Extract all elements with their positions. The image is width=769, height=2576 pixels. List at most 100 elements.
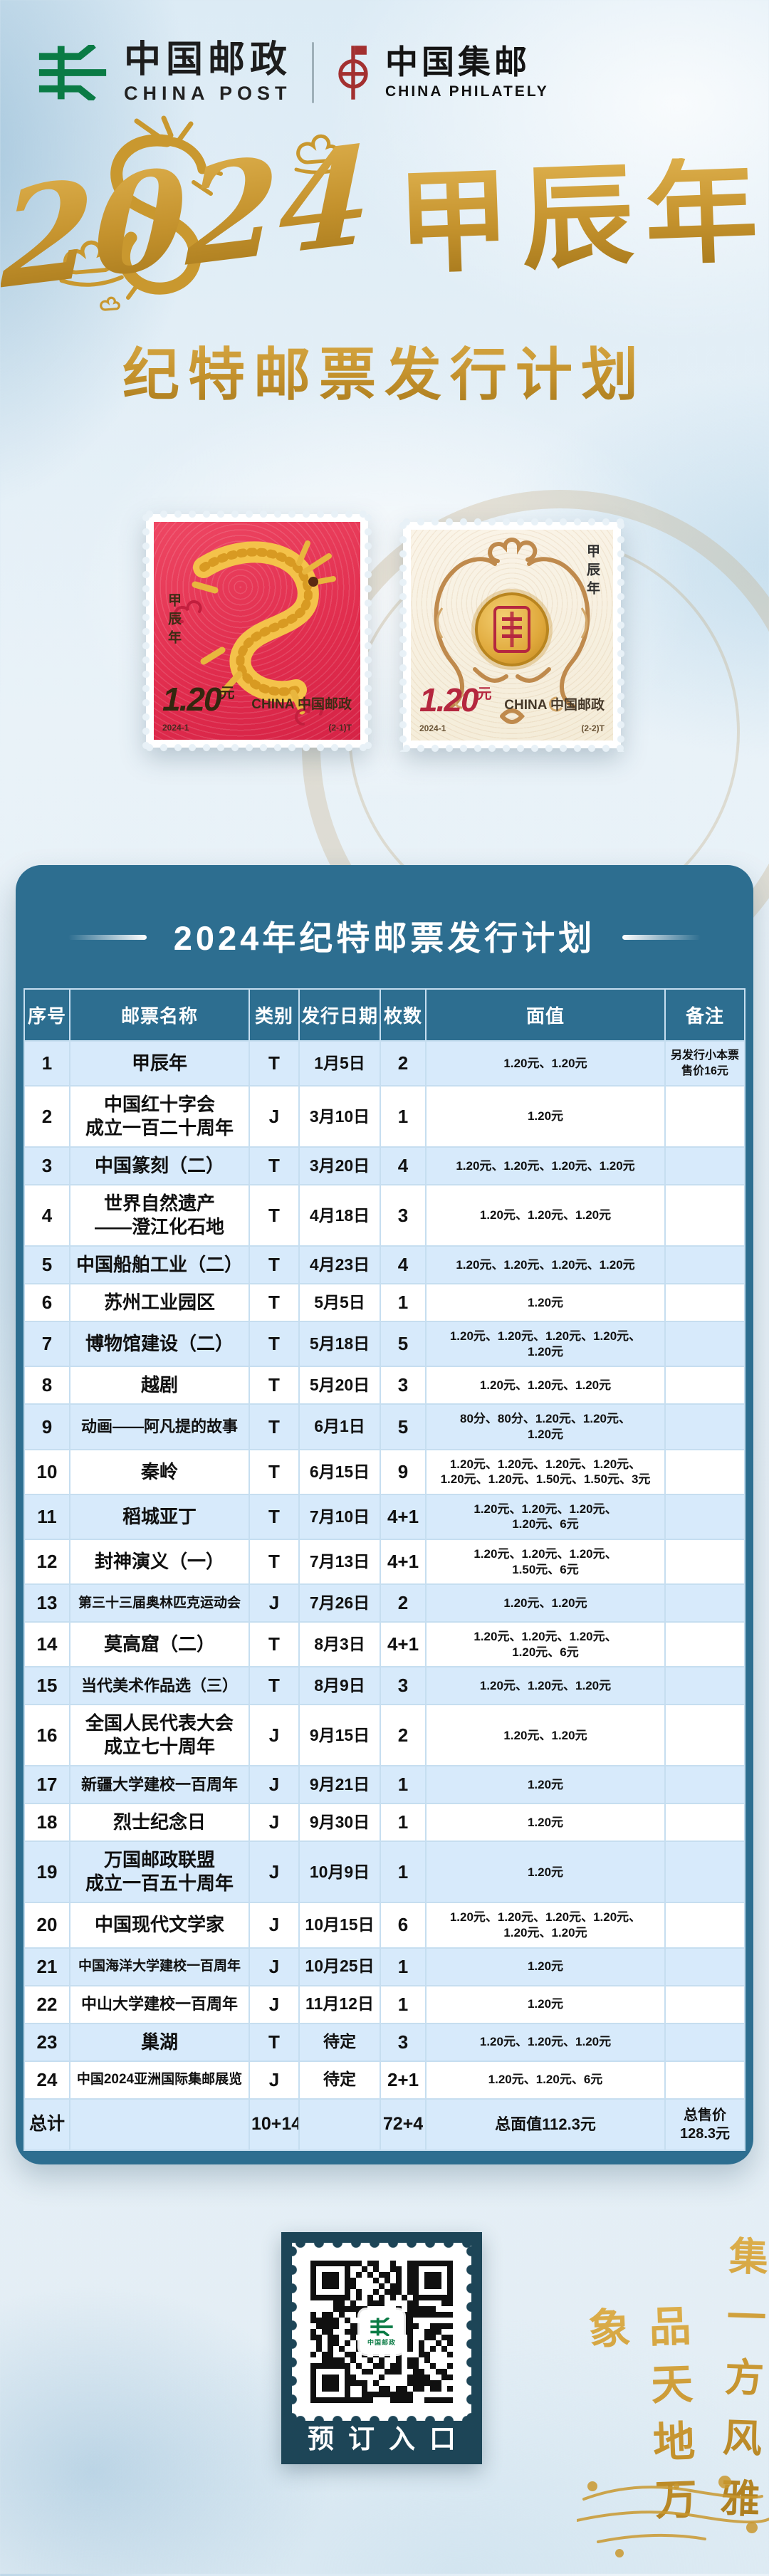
- table-cell: 中国2024亚洲国际集邮展览: [69, 2060, 250, 2100]
- table-cell: [664, 1538, 746, 1586]
- table-cell: 72+4: [380, 2098, 427, 2151]
- table-cell: 1.20元、1.20元、1.20元、1.20元: [425, 1245, 666, 1285]
- table-row: 21 中国海洋大学建校一百周年 J 10月25日 1 1.20元: [23, 1947, 746, 1986]
- table-row: 5 中国船舶工业（二） T 4月23日 4 1.20元、1.20元、1.20元、1.20元: [23, 1245, 746, 1285]
- table-row: 15 当代美术作品选（三） T 8月9日 3 1.20元、1.20元、1.20元: [23, 1666, 746, 1706]
- table-cell: 10月15日: [298, 1902, 381, 1949]
- table-cell: 9月15日: [298, 1704, 381, 1767]
- stamp-country: CHINA 中国邮政: [251, 697, 352, 712]
- table-cell: [664, 1146, 746, 1186]
- table-cell: 中山大学建校一百周年: [69, 1984, 250, 2024]
- table-cell: 待定: [298, 2022, 381, 2062]
- table-cell: 4: [380, 1146, 427, 1186]
- table-row: 3 中国篆刻（二） T 3月20日 4 1.20元、1.20元、1.20元、1.20元: [23, 1146, 746, 1186]
- table-cell: J: [249, 1803, 300, 1843]
- stamp-series: 2024-1: [419, 723, 446, 733]
- table-cell: [664, 1583, 746, 1623]
- table-cell: 2: [23, 1085, 70, 1148]
- table-cell: J: [249, 1947, 300, 1986]
- table-cell: 中国篆刻（二）: [69, 1146, 250, 1186]
- table-cell: 13: [23, 1583, 70, 1623]
- table-cell: 9: [23, 1403, 70, 1450]
- table-cell: 1.20元: [425, 1765, 666, 1805]
- logo-divider: [312, 42, 315, 103]
- stamp-value-unit: 元: [477, 686, 492, 702]
- table-cell: 1.20元、1.20元、1.20元: [425, 1666, 666, 1706]
- table-cell: [664, 1765, 746, 1805]
- table-row: 12 封神演义（一） T 7月13日 4+1 1.20元、1.20元、1.20元、 1.5…: [23, 1538, 746, 1586]
- column-header-3: 发行日期: [298, 988, 381, 1042]
- stamp-index: (2-1)T: [328, 723, 352, 733]
- column-header-4: 枚数: [380, 988, 427, 1042]
- table-row: 18 烈士纪念日 J 9月30日 1 1.20元: [23, 1803, 746, 1843]
- china-philately-emblem-icon: [338, 46, 368, 100]
- stamp-index: (2-2)T: [581, 723, 605, 733]
- table-cell: 10+14: [249, 2098, 300, 2151]
- table-row: 17 新疆大学建校一百周年 J 9月21日 1 1.20元: [23, 1765, 746, 1805]
- china-post-emblem-icon: [38, 45, 107, 100]
- table-cell: 3: [380, 2022, 427, 2062]
- table-cell: J: [249, 1704, 300, 1767]
- table-cell: 20: [23, 1902, 70, 1949]
- stamp-value: 1.20: [419, 681, 479, 718]
- table-cell: 7月10日: [298, 1493, 381, 1540]
- table-cell: 1.20元、1.20元: [425, 1583, 666, 1623]
- table-cell: T: [249, 1184, 300, 1247]
- table-cell: 全国人民代表大会 成立七十周年: [69, 1704, 250, 1767]
- booking-entrance-block[interactable]: 中国邮政 预订入口: [281, 2232, 482, 2464]
- stamp-era-mark: 甲辰年: [585, 544, 600, 600]
- table-cell: T: [249, 1448, 300, 1495]
- qr-code[interactable]: 中国邮政: [287, 2238, 476, 2426]
- hero-era: 甲辰年: [395, 149, 769, 287]
- table-cell: 1: [380, 1984, 427, 2024]
- table-cell: 1.20元、1.20元: [425, 1040, 666, 1087]
- table-cell: J: [249, 1583, 300, 1623]
- table-cell: J: [249, 1841, 300, 1904]
- table-cell: T: [249, 1493, 300, 1540]
- header-logo-bar: 中国邮政 CHINA POST 中国集邮 CHINA PHILATELY: [36, 40, 549, 105]
- table-cell: 7月26日: [298, 1583, 381, 1623]
- table-cell: 11月12日: [298, 1984, 381, 2024]
- table-cell: 中国现代文学家: [69, 1902, 250, 1949]
- table-total-row: 总计 10+14 72+4 总面值112.3元 总售价 128.3元: [23, 2098, 746, 2151]
- table-cell: 1月5日: [298, 1040, 381, 1087]
- table-cell: 21: [23, 1947, 70, 1986]
- table-cell: 3: [23, 1146, 70, 1186]
- table-row: 9 动画——阿凡提的故事 T 6月1日 5 80分、80分、1.20元、1.20元、 1.…: [23, 1403, 746, 1450]
- table-cell: 2: [380, 1583, 427, 1623]
- stamp-value-unit: 元: [220, 686, 235, 701]
- table-cell: 1.20元: [425, 1283, 666, 1323]
- table-cell: 23: [23, 2022, 70, 2062]
- stamp-value: 1.20: [162, 681, 222, 718]
- table-cell: 4+1: [380, 1493, 427, 1540]
- china-post-name-en: CHINA POST: [124, 82, 292, 104]
- table-cell: 待定: [298, 2060, 381, 2100]
- table-cell: 2: [380, 1704, 427, 1767]
- table-row: 8 越剧 T 5月20日 3 1.20元、1.20元、1.20元: [23, 1366, 746, 1405]
- table-cell: 第三十三届奥林匹克运动会: [69, 1583, 250, 1623]
- stamp-country: CHINA 中国邮政: [504, 698, 605, 713]
- table-cell: 1.20元、1.20元、1.20元: [425, 2022, 666, 2062]
- table-row: 16 全国人民代表大会 成立七十周年 J 9月15日 2 1.20元、1.20元: [23, 1704, 746, 1767]
- medallion-seal: [475, 592, 549, 666]
- hero-year: 2024: [0, 115, 373, 320]
- table-cell: 9月30日: [298, 1803, 381, 1843]
- table-cell: [664, 1666, 746, 1706]
- table-cell: 19: [23, 1841, 70, 1904]
- table-cell: 总售价 128.3元: [664, 2098, 746, 2151]
- table-cell: [69, 2098, 250, 2151]
- table-cell: T: [249, 2022, 300, 2062]
- table-cell: 80分、80分、1.20元、1.20元、 1.20元: [425, 1403, 666, 1450]
- table-cell: 4+1: [380, 1538, 427, 1586]
- table-cell: 10: [23, 1448, 70, 1495]
- table-cell: J: [249, 1765, 300, 1805]
- table-cell: 6月15日: [298, 1448, 381, 1495]
- table-cell: [298, 2098, 381, 2151]
- table-cell: 15: [23, 1666, 70, 1706]
- table-cell: 4: [23, 1184, 70, 1247]
- table-cell: 封神演义（一）: [69, 1538, 250, 1586]
- table-cell: 1.20元: [425, 1984, 666, 2024]
- table-row: 1 甲辰年 T 1月5日 2 1.20元、1.20元 另发行小本票 售价16元: [23, 1040, 746, 1087]
- table-cell: 1.20元、1.20元、1.20元、 1.20元、6元: [425, 1621, 666, 1668]
- table-title: 2024年纪特邮票发行计划: [16, 911, 753, 960]
